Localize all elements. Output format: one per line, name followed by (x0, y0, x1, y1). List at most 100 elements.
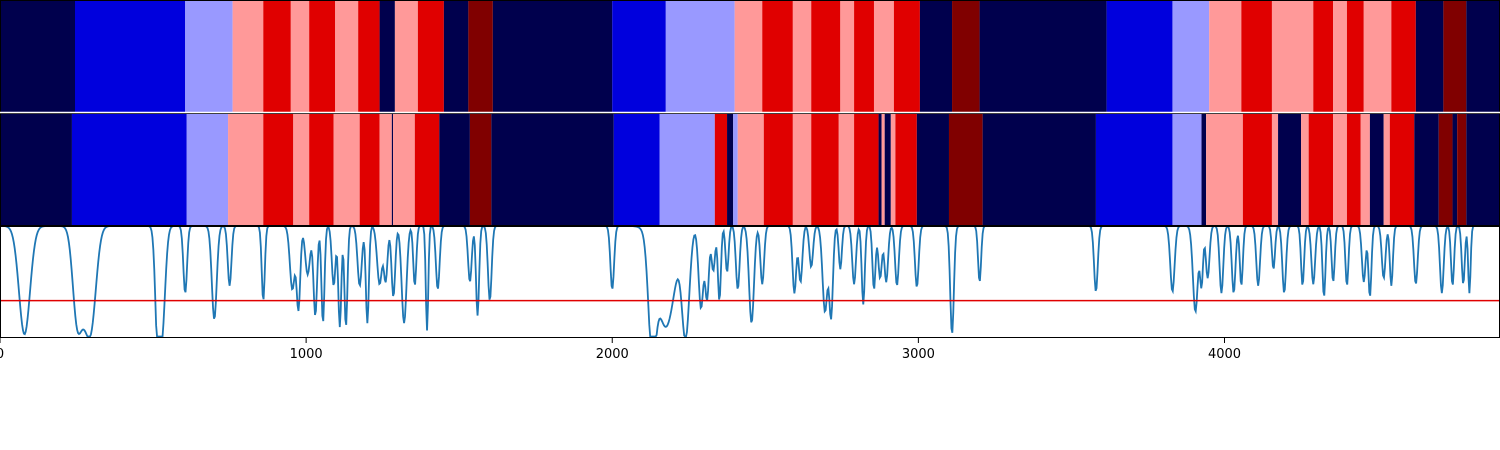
x-axis: 0 1000 2000 3000 4000 (0, 338, 1241, 362)
ground-truth-segment-26 (952, 0, 980, 112)
ground-truth-segment-36 (1363, 0, 1392, 112)
ground-truth-segment-0 (0, 0, 75, 112)
prediction-segment-41 (1278, 113, 1302, 225)
ground-truth-segment-18 (762, 0, 793, 112)
ground-truth-segment-24 (893, 0, 920, 112)
ground-truth-segment-1 (75, 0, 186, 112)
ground-truth-segment-35 (1346, 0, 1364, 112)
ground-truth-segment-34 (1333, 0, 1347, 112)
prediction-segment-49 (1389, 113, 1415, 225)
prediction-segment-39 (1242, 113, 1272, 225)
prediction-segment-42 (1301, 113, 1309, 225)
ground-truth-segment-3 (232, 0, 264, 112)
ground-truth-segment-2 (185, 0, 233, 112)
prediction-segment-35 (1095, 113, 1173, 225)
ground-truth-segment-5 (290, 0, 310, 112)
prediction-segment-48 (1383, 113, 1390, 225)
ground-truth-segment-7 (335, 0, 359, 112)
ground-truth-segment-14 (492, 0, 613, 112)
ground-truth-segment-16 (665, 0, 735, 112)
ground-truth-segment-11 (417, 0, 444, 112)
prediction-segment-23 (792, 113, 812, 225)
ground-truth-segment-21 (840, 0, 855, 112)
confidence-panel (0, 225, 1500, 338)
prediction-segment-30 (890, 113, 896, 225)
prediction-segment-12 (414, 113, 440, 225)
prediction-segment-32 (916, 113, 949, 225)
ground-truth-segment-6 (309, 0, 336, 112)
ground-truth-segment-12 (443, 0, 469, 112)
prediction-segment-14 (469, 113, 492, 225)
prediction-barcode (0, 113, 1500, 225)
ground-truth-segment-13 (468, 0, 493, 112)
prediction-segment-7 (333, 113, 360, 225)
ground-truth-segment-25 (919, 0, 953, 112)
prediction-segment-46 (1360, 113, 1370, 225)
ground-truth-segment-9 (379, 0, 395, 112)
prediction-segment-37 (1201, 113, 1207, 225)
prediction-segment-21 (737, 113, 764, 225)
prediction-segment-38 (1206, 113, 1243, 225)
prediction-segment-45 (1346, 113, 1361, 225)
prediction-segment-8 (359, 113, 380, 225)
ground-truth-segment-19 (792, 0, 812, 112)
prediction-segment-53 (1457, 113, 1467, 225)
ground-truth-segment-15 (612, 0, 666, 112)
prediction-segment-10 (391, 113, 394, 225)
ground-truth-segment-10 (394, 0, 418, 112)
prediction-segment-4 (263, 113, 294, 225)
x-tick-label-1: 1000 (290, 347, 323, 362)
prediction-segment-36 (1172, 113, 1202, 225)
prediction-segment-33 (948, 113, 983, 225)
prediction-segment-50 (1414, 113, 1439, 225)
prediction-segment-20 (733, 113, 738, 225)
prediction-segment-15 (491, 113, 614, 225)
prediction-segment-47 (1369, 113, 1384, 225)
prediction-segment-27 (878, 113, 882, 225)
prediction-segment-44 (1333, 113, 1347, 225)
x-tick-label-3: 3000 (902, 347, 935, 362)
prediction-segment-1 (71, 113, 187, 225)
ground-truth-barcode (0, 0, 1500, 112)
ground-truth-segment-29 (1172, 0, 1210, 112)
prediction-segment-13 (439, 113, 470, 225)
prediction-segment-28 (881, 113, 885, 225)
prediction-segment-40 (1271, 113, 1279, 225)
prediction-segment-19 (727, 113, 734, 225)
ground-truth-segment-30 (1209, 0, 1242, 112)
prediction-segment-54 (1466, 113, 1500, 225)
prediction-segment-24 (811, 113, 839, 225)
ground-truth-segment-4 (263, 0, 291, 112)
prediction-segment-25 (838, 113, 855, 225)
ground-truth-segment-23 (873, 0, 894, 112)
ground-truth-segment-28 (1106, 0, 1173, 112)
x-tick-label-2: 2000 (596, 347, 629, 362)
ground-truth-segment-32 (1271, 0, 1314, 112)
ground-truth-segment-27 (979, 0, 1107, 112)
prediction-segment-6 (309, 113, 334, 225)
ground-truth-segment-8 (358, 0, 380, 112)
prediction-segment-17 (659, 113, 715, 225)
prediction-segment-9 (379, 113, 392, 225)
prediction-segment-5 (293, 113, 310, 225)
x-tick-label-0: 0 (0, 347, 4, 362)
ground-truth-segment-37 (1391, 0, 1416, 112)
prediction-segment-3 (228, 113, 264, 225)
prediction-segment-16 (613, 113, 660, 225)
ground-truth-segment-22 (854, 0, 874, 112)
prediction-segment-18 (714, 113, 728, 225)
prediction-segment-29 (884, 113, 891, 225)
ground-truth-segment-38 (1415, 0, 1444, 112)
prediction-segment-34 (982, 113, 1096, 225)
ground-truth-segment-39 (1443, 0, 1467, 112)
ground-truth-segment-31 (1241, 0, 1272, 112)
ground-truth-segment-33 (1313, 0, 1334, 112)
prediction-segment-26 (854, 113, 879, 225)
prediction-segment-52 (1452, 113, 1458, 225)
confidence-panel-background (0, 226, 1500, 338)
prediction-segment-0 (0, 113, 72, 225)
prediction-segment-31 (895, 113, 917, 225)
x-tick-label-4: 4000 (1208, 347, 1241, 362)
prediction-segment-11 (393, 113, 415, 225)
